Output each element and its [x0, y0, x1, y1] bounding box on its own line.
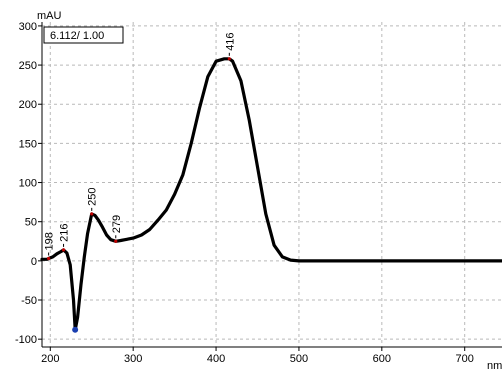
- y-tick-label: 0: [31, 256, 37, 268]
- peak-label: 279: [111, 215, 123, 233]
- peak-marker: [47, 256, 51, 261]
- y-tick-label: 300: [19, 21, 37, 33]
- tick-labels: 200 300 400 500 600 700 -100 -50 0 50 100 150 200 250…: [15, 21, 474, 365]
- spectrum-line: [40, 57, 502, 332]
- x-tick-label: 300: [124, 353, 142, 365]
- minimum-point: [72, 326, 79, 333]
- y-axis-unit-label: mAU: [37, 10, 62, 22]
- grid: [42, 22, 502, 347]
- y-tick-label: 100: [19, 178, 37, 190]
- x-axis-unit-label: nm: [487, 360, 502, 370]
- x-tick-label: 700: [456, 353, 474, 365]
- y-tick-label: 250: [19, 60, 37, 72]
- peak-label: 250: [87, 188, 99, 206]
- peak-marker: [114, 239, 118, 243]
- x-tick-label: 500: [290, 353, 308, 365]
- y-tick-label: -100: [15, 334, 37, 346]
- x-tick-label: 600: [373, 353, 391, 365]
- y-tick-label: 50: [25, 217, 37, 229]
- peak-label: 216: [59, 224, 71, 242]
- y-tick-label: 200: [19, 99, 37, 111]
- peak-label: 416: [224, 32, 236, 50]
- peak-marker: [227, 57, 231, 61]
- axes: [38, 22, 502, 351]
- info-box-text: 6.112/ 1.00: [50, 30, 104, 42]
- peak-marker: [90, 212, 94, 216]
- info-box: 6.112/ 1.00: [43, 26, 124, 44]
- minimum-marker: [72, 326, 79, 333]
- y-tick-label: -50: [21, 295, 37, 307]
- x-tick-label: 400: [207, 353, 225, 365]
- peak-labels: 198 216 250 279 416: [44, 32, 236, 261]
- peak-marker: [61, 248, 66, 252]
- y-tick-label: 150: [19, 138, 37, 150]
- peak-label: 198: [44, 232, 56, 250]
- x-tick-label: 200: [41, 353, 59, 365]
